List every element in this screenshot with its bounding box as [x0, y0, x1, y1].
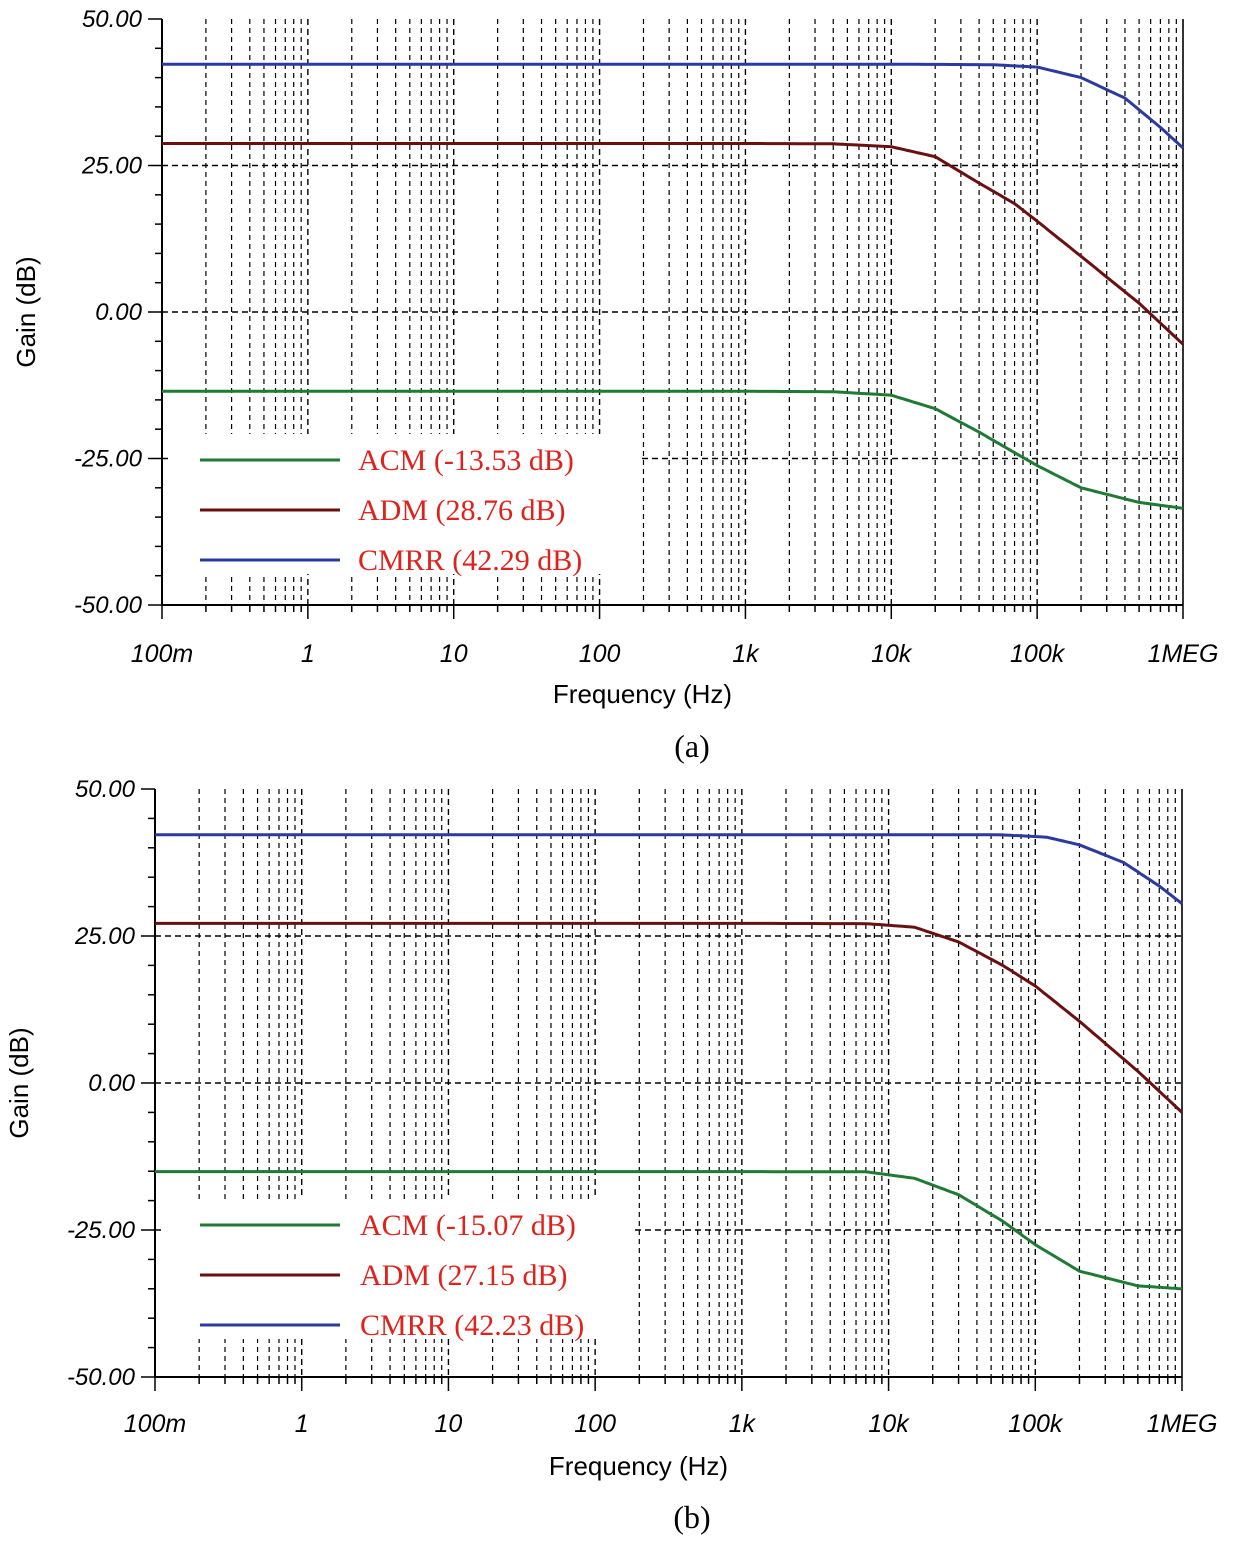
figure-caption: (b) [673, 1499, 710, 1535]
x-tick-label: 1 [301, 640, 315, 668]
x-axis-title: Frequency (Hz) [549, 1451, 728, 1481]
series-line-cmrr [162, 62, 1185, 150]
legend-label-cmrr: CMRR (42.29 dB) [358, 544, 582, 577]
x-tick-label: 1k [732, 640, 760, 668]
x-tick-label: 1MEG [1147, 1410, 1218, 1438]
x-tick-label: 1MEG [1148, 640, 1219, 668]
x-tick-label: 100 [574, 1410, 616, 1438]
x-tick-label: 100k [1008, 1410, 1064, 1438]
x-tick-label: 10 [435, 1410, 463, 1438]
y-tick-label: 25.00 [74, 923, 136, 950]
legend-label-adm: ADM (28.76 dB) [358, 494, 566, 527]
series-line-acm [155, 1170, 1183, 1291]
y-tick-label: -25.00 [74, 446, 143, 473]
x-tick-label: 100m [124, 1410, 187, 1438]
legend-background [161, 1199, 631, 1339]
y-axis-title: Gain (dB) [11, 256, 41, 367]
y-axis-title: Gain (dB) [4, 1027, 34, 1138]
x-tick-label: 100k [1010, 640, 1066, 668]
legend-label-acm: ACM (-15.07 dB) [360, 1209, 576, 1242]
series-line-adm [155, 921, 1184, 1114]
y-tick-label: -50.00 [67, 1364, 136, 1391]
legend-label-adm: ADM (27.15 dB) [360, 1259, 568, 1292]
x-tick-label: 10k [871, 640, 913, 668]
y-tick-label: 50.00 [82, 6, 143, 33]
x-tick-label: 1k [729, 1410, 757, 1438]
x-tick-label: 10k [868, 1410, 910, 1438]
y-tick-label: 25.00 [81, 153, 143, 180]
series-line-cmrr [155, 833, 1183, 905]
legend-label-acm: ACM (-13.53 dB) [358, 444, 574, 477]
legend-background [168, 434, 638, 574]
x-tick-label: 10 [440, 640, 468, 668]
chart-b: 50.00 25.00 0.00 -25.00 -50.00 100m 1 10 100 1k 10… [4, 776, 1217, 1535]
y-tick-label: -25.00 [67, 1217, 136, 1244]
chart-a: 50.00 25.00 0.00 -25.00 -50.00 100m 1 10 100 1k 10… [11, 6, 1218, 764]
series-line-adm [162, 142, 1185, 346]
figure-caption: (a) [674, 728, 710, 764]
x-tick-label: 100m [131, 640, 194, 668]
y-tick-label: -50.00 [74, 592, 143, 619]
legend-label-cmrr: CMRR (42.23 dB) [360, 1309, 584, 1342]
y-tick-label: 0.00 [88, 1070, 135, 1097]
y-tick-label: 0.00 [95, 299, 142, 326]
y-tick-label: 50.00 [75, 776, 136, 803]
x-tick-label: 100 [579, 640, 621, 668]
x-axis-title: Frequency (Hz) [553, 679, 732, 709]
x-tick-label: 1 [295, 1410, 309, 1438]
series-line-acm [162, 389, 1184, 510]
